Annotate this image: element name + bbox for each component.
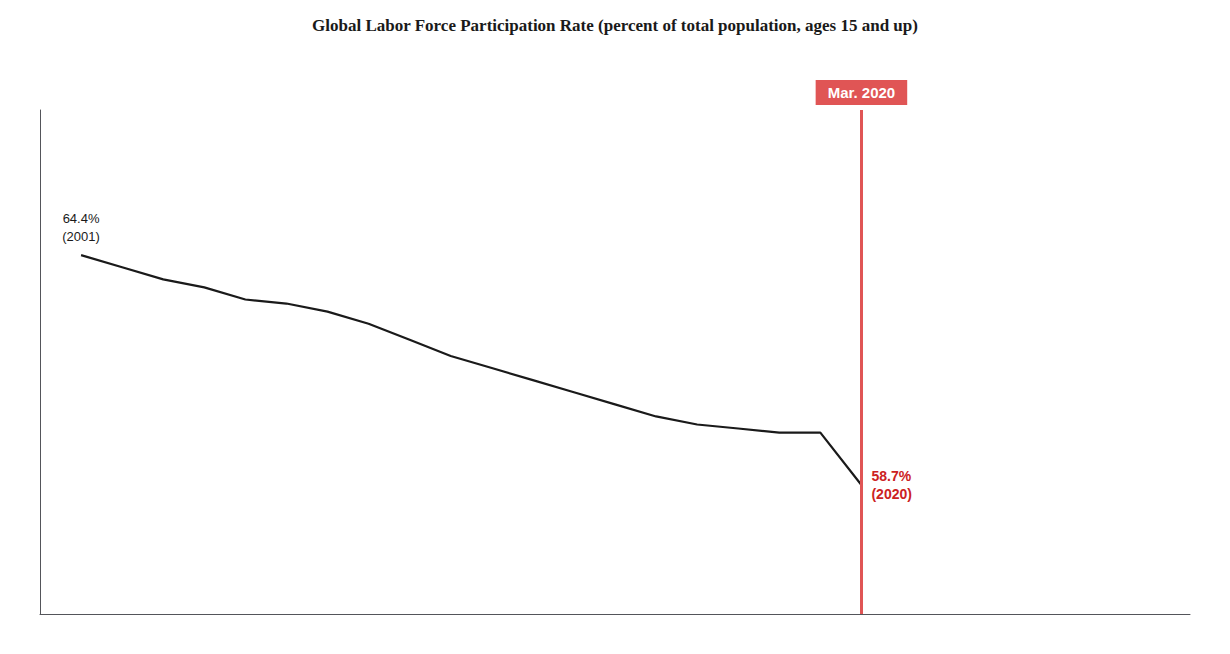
svg-text:Mar. 2020: Mar. 2020 [828,84,896,101]
svg-text:58.7%: 58.7% [871,468,911,484]
svg-text:(2020): (2020) [871,486,911,502]
svg-text:(2001): (2001) [62,229,100,244]
svg-text:64.4%: 64.4% [63,211,100,226]
svg-text:Global Labor Force Participati: Global Labor Force Participation Rate (p… [312,16,918,35]
